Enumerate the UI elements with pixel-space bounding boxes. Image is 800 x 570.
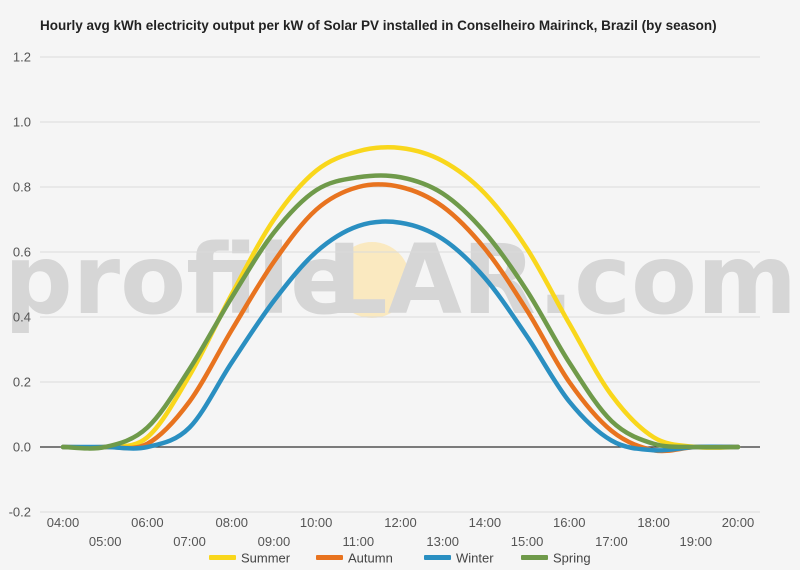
x-tick-label: 08:00 xyxy=(215,515,248,530)
y-tick-label: 0.8 xyxy=(13,180,31,195)
x-tick-label: 05:00 xyxy=(89,534,122,549)
x-tick-label: 14:00 xyxy=(469,515,502,530)
legend-swatch-winter xyxy=(424,555,451,560)
y-tick-label: 1.0 xyxy=(13,115,31,130)
x-tick-label: 16:00 xyxy=(553,515,586,530)
legend-swatch-summer xyxy=(209,555,236,560)
watermark-text-left: profile xyxy=(4,224,355,336)
x-axis-ticks: 04:00 05:00 06:00 07:00 08:00 09:00 10:00 11:00… xyxy=(47,515,755,549)
y-tick-label: 0.6 xyxy=(13,245,31,260)
x-tick-label: 17:00 xyxy=(595,534,628,549)
series-line-summer xyxy=(60,145,741,450)
chart-title: Hourly avg kWh electricity output per kW… xyxy=(40,18,717,33)
y-tick-label: 0.2 xyxy=(13,375,31,390)
x-tick-label: 07:00 xyxy=(173,534,206,549)
legend-label-autumn: Autumn xyxy=(348,551,393,566)
x-tick-label: 19:00 xyxy=(680,534,713,549)
x-tick-label: 20:00 xyxy=(722,515,755,530)
series-line-spring xyxy=(60,173,741,451)
legend: Summer Autumn Winter Spring xyxy=(209,551,591,566)
x-tick-label: 15:00 xyxy=(511,534,544,549)
y-tick-label: 1.2 xyxy=(13,50,31,65)
x-tick-label: 10:00 xyxy=(300,515,333,530)
x-tick-label: 18:00 xyxy=(637,515,670,530)
watermark-text-right: LAR.com xyxy=(326,224,797,336)
x-tick-label: 11:00 xyxy=(343,534,375,549)
y-tick-label: 0.0 xyxy=(13,440,31,455)
legend-label-summer: Summer xyxy=(241,551,291,566)
y-axis-ticks: -0.2 0.0 0.2 0.4 0.6 0.8 1.0 1.2 xyxy=(9,50,31,520)
x-tick-label: 06:00 xyxy=(131,515,164,530)
legend-swatch-autumn xyxy=(316,555,343,560)
series-lines xyxy=(60,145,741,454)
legend-label-winter: Winter xyxy=(456,551,494,566)
x-tick-label: 09:00 xyxy=(258,534,291,549)
legend-swatch-spring xyxy=(521,555,548,560)
x-tick-label: 04:00 xyxy=(47,515,80,530)
legend-label-spring: Spring xyxy=(553,551,591,566)
x-tick-label: 12:00 xyxy=(384,515,417,530)
watermark-sun xyxy=(334,242,410,318)
x-tick-label: 13:00 xyxy=(426,534,459,549)
series-line-winter xyxy=(60,219,741,453)
y-tick-label: -0.2 xyxy=(9,505,31,520)
y-tick-label: 0.4 xyxy=(13,310,31,325)
series-line-autumn xyxy=(60,182,741,454)
